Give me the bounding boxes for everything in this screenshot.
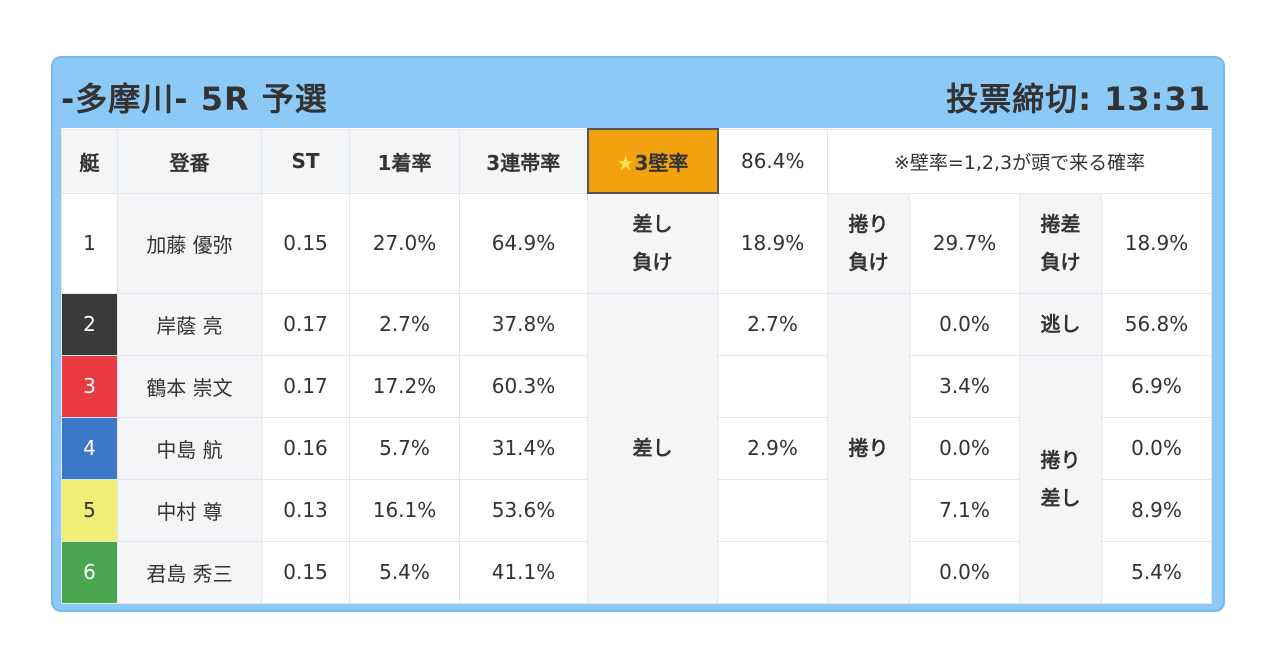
makuri-make-label: 捲り 負け: [827, 192, 910, 294]
win-rate: 16.1%: [349, 478, 460, 542]
col-name: 登番: [117, 128, 262, 194]
racer-name: 加藤 優弥: [117, 192, 262, 294]
makurisashi-value: 0.0%: [1101, 416, 1212, 480]
table-row: 5 中村 尊 0.13 16.1% 53.6% 7.1% 8.9%: [61, 478, 1212, 542]
win-rate: 5.4%: [349, 540, 460, 604]
top3-rate: 31.4%: [459, 416, 588, 480]
makuri-label: 捲り: [827, 292, 910, 604]
top3-rate: 41.1%: [459, 540, 588, 604]
st-value: 0.13: [261, 478, 350, 542]
makuri-value: 0.0%: [909, 416, 1020, 480]
sashi-label: 差し: [587, 292, 718, 604]
racer-name: 中村 尊: [117, 478, 262, 542]
st-value: 0.17: [261, 354, 350, 418]
top3-rate: 64.9%: [459, 192, 588, 294]
st-value: 0.16: [261, 416, 350, 480]
win-rate: 27.0%: [349, 192, 460, 294]
makurisashi-value: 5.4%: [1101, 540, 1212, 604]
race-header: -多摩川- 5R 予選 投票締切: 13:31: [53, 58, 1223, 130]
sashi-make-label: 差し 負け: [587, 192, 718, 294]
table-row: 2 岸蔭 亮 0.17 2.7% 37.8% 差し 2.7% 捲り 0.0% 逃…: [61, 292, 1212, 604]
makurisashi-value: 6.9%: [1101, 354, 1212, 418]
nige-value: 56.8%: [1101, 292, 1212, 356]
star-icon: ★: [616, 150, 635, 175]
win-rate: 17.2%: [349, 354, 460, 418]
makurisashi-value: 8.9%: [1101, 478, 1212, 542]
makuri-value: 0.0%: [909, 292, 1020, 356]
racer-name: 中島 航: [117, 416, 262, 480]
sashi-value: 2.7%: [717, 292, 828, 356]
sashi-value: [717, 354, 828, 418]
table-row: 6 君島 秀三 0.15 5.4% 41.1% 0.0% 5.4%: [61, 540, 1212, 604]
top3-rate: 37.8%: [459, 292, 588, 356]
wall-rate-label: 3壁率: [634, 150, 689, 175]
header-row: 艇 登番 ST 1着率 3連帯率 ★3壁率 86.4% ※壁率=1,2,3が頭で…: [61, 128, 1212, 194]
top3-rate: 60.3%: [459, 354, 588, 418]
makuri-make-value: 29.7%: [909, 192, 1020, 294]
makuri-value: 0.0%: [909, 540, 1020, 604]
st-value: 0.17: [261, 292, 350, 356]
racer-name: 岸蔭 亮: [117, 292, 262, 356]
makuri-value: 3.4%: [909, 354, 1020, 418]
win-rate: 5.7%: [349, 416, 460, 480]
sashi-make-value: 18.9%: [717, 192, 828, 294]
table-row: 1 加藤 優弥 0.15 27.0% 64.9% 差し 負け 18.9% 捲り 負け…: [61, 192, 1212, 294]
win-rate: 2.7%: [349, 292, 460, 356]
racer-name: 君島 秀三: [117, 540, 262, 604]
lane-number: 4: [61, 416, 118, 480]
wall-rate-badge: ★3壁率: [586, 128, 719, 194]
racer-name: 鶴本 崇文: [117, 354, 262, 418]
lane-number: 3: [61, 354, 118, 418]
st-value: 0.15: [261, 540, 350, 604]
race-card: -多摩川- 5R 予選 投票締切: 13:31 艇 登番 ST 1着率 3連帯率…: [51, 56, 1225, 612]
race-title: -多摩川- 5R 予選: [61, 80, 328, 118]
sashi-value: [717, 478, 828, 542]
race-stats-table: 艇 登番 ST 1着率 3連帯率 ★3壁率 86.4% ※壁率=1,2,3が頭で…: [61, 128, 1212, 604]
lane-number: 5: [61, 478, 118, 542]
col-st: ST: [261, 128, 350, 194]
col-win-rate: 1着率: [349, 128, 460, 194]
lane-number: 6: [61, 540, 118, 604]
lane-number: 1: [61, 192, 118, 294]
st-value: 0.15: [261, 192, 350, 294]
col-lane: 艇: [61, 128, 118, 194]
makurisashi-make-value: 18.9%: [1101, 192, 1212, 294]
makuri-value: 7.1%: [909, 478, 1020, 542]
lane-number: 2: [61, 292, 118, 356]
makurisashi-label: 捲り 差し: [1019, 354, 1102, 604]
sashi-value: [717, 540, 828, 604]
nige-label: 逃し: [1019, 292, 1102, 356]
sashi-value: 2.9%: [717, 416, 828, 480]
wall-rate-note: ※壁率=1,2,3が頭で来る確率: [827, 128, 1212, 194]
vote-deadline: 投票締切: 13:31: [946, 80, 1211, 118]
top3-rate: 53.6%: [459, 478, 588, 542]
wall-rate-value: 86.4%: [717, 128, 828, 194]
table-row: 3 鶴本 崇文 0.17 17.2% 60.3% 3.4% 捲り 差し 6.9%: [61, 354, 1212, 604]
makurisashi-make-label: 捲差 負け: [1019, 192, 1102, 294]
col-top3-rate: 3連帯率: [459, 128, 588, 194]
